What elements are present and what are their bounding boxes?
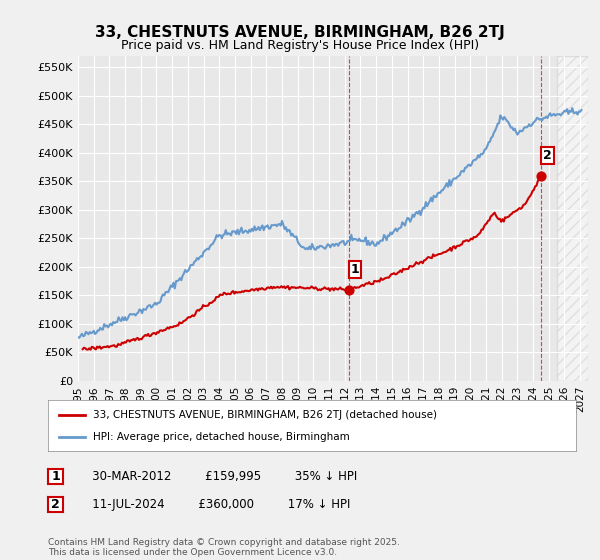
Text: HPI: Average price, detached house, Birmingham: HPI: Average price, detached house, Birm…	[93, 432, 350, 442]
Text: 1: 1	[350, 263, 359, 276]
Point	[344, 285, 353, 294]
Text: Contains HM Land Registry data © Crown copyright and database right 2025.
This d: Contains HM Land Registry data © Crown c…	[48, 538, 400, 557]
Point	[536, 171, 546, 180]
Text: 33, CHESTNUTS AVENUE, BIRMINGHAM, B26 2TJ: 33, CHESTNUTS AVENUE, BIRMINGHAM, B26 2T…	[95, 25, 505, 40]
Text: 2: 2	[543, 149, 552, 162]
Text: Price paid vs. HM Land Registry's House Price Index (HPI): Price paid vs. HM Land Registry's House …	[121, 39, 479, 52]
Text: 11-JUL-2024         £360,000         17% ↓ HPI: 11-JUL-2024 £360,000 17% ↓ HPI	[81, 498, 350, 511]
Text: 2: 2	[51, 498, 60, 511]
Text: 33, CHESTNUTS AVENUE, BIRMINGHAM, B26 2TJ (detached house): 33, CHESTNUTS AVENUE, BIRMINGHAM, B26 2T…	[93, 409, 437, 419]
Text: 30-MAR-2012         £159,995         35% ↓ HPI: 30-MAR-2012 £159,995 35% ↓ HPI	[81, 470, 357, 483]
Text: 1: 1	[51, 470, 60, 483]
